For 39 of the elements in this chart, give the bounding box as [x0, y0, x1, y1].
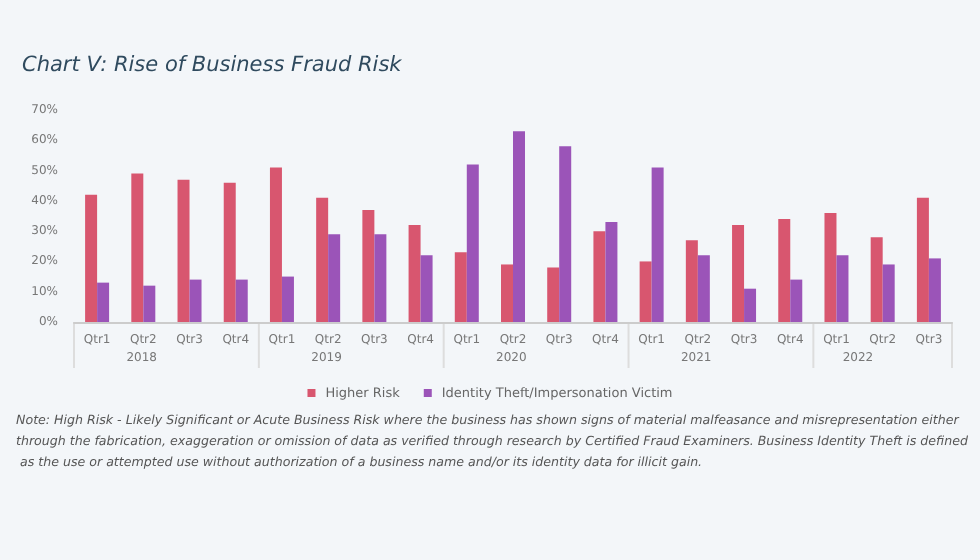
bar: [928, 258, 941, 322]
bar: [651, 167, 664, 322]
bar: [547, 267, 560, 322]
bar: [836, 255, 849, 322]
bar: [778, 219, 791, 322]
bar: [223, 182, 236, 322]
bar: [281, 276, 294, 322]
bar: [420, 255, 433, 322]
chart-title: Chart V: Rise of Business Fraud Risk: [22, 53, 404, 77]
bar: [328, 234, 341, 322]
bar: [235, 279, 248, 322]
bar: [685, 240, 698, 322]
bar: [501, 264, 513, 322]
bar: [593, 231, 606, 322]
bar: [513, 131, 525, 322]
bar: [85, 194, 98, 322]
bar: [362, 209, 375, 322]
bar: [916, 197, 929, 322]
bar: [269, 167, 282, 322]
bar: [744, 288, 757, 322]
bar: [408, 225, 421, 322]
bar: [131, 173, 144, 322]
bar: [454, 252, 467, 322]
bar: [732, 225, 745, 322]
bar: [177, 179, 190, 322]
bar: [559, 146, 572, 322]
bar: [97, 282, 110, 322]
bar: [882, 264, 895, 322]
bar: [870, 237, 883, 322]
bar: [189, 279, 202, 322]
bar: [466, 164, 479, 322]
bar: [697, 255, 710, 322]
bar: [605, 222, 618, 322]
bar: [790, 279, 803, 322]
bar: [824, 212, 837, 322]
bar: [316, 197, 329, 322]
bar: [143, 285, 156, 322]
bar: [639, 261, 652, 322]
bar: [374, 234, 387, 322]
